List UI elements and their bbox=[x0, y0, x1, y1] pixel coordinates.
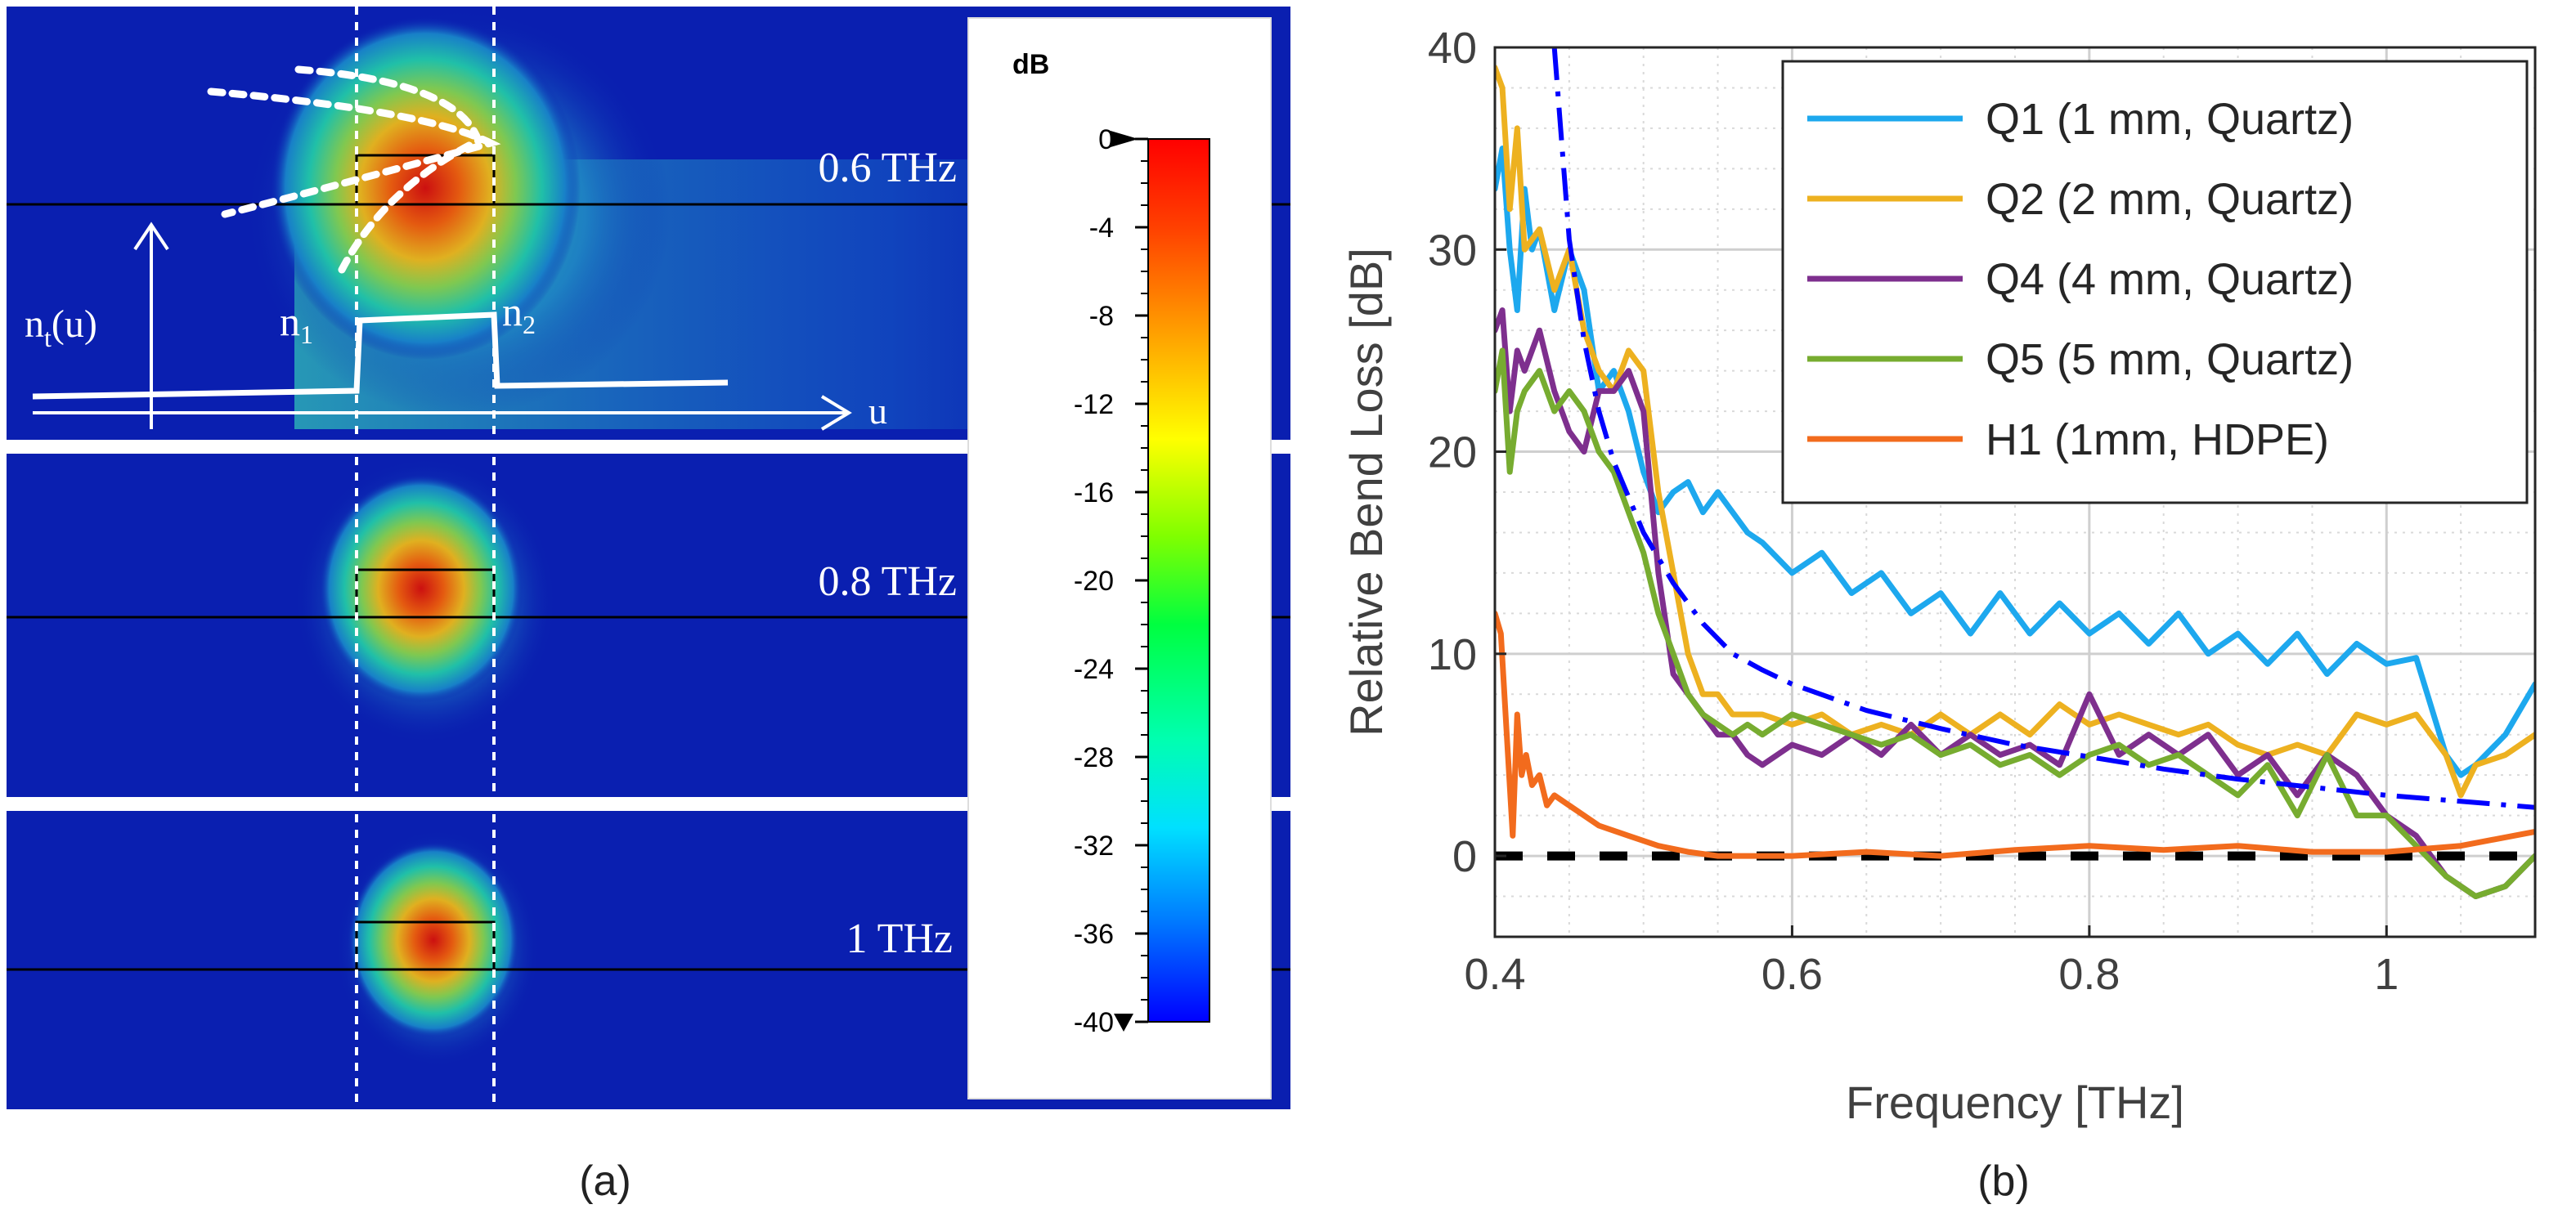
core-boundary-guides bbox=[355, 7, 496, 1109]
colorbar-tick-label: -20 bbox=[1074, 566, 1114, 597]
colorbar-ticks: 0 -4 -8 -12 -16 -20 -24 -28 -32 -36 -40 bbox=[1074, 124, 1148, 1038]
colorbar-unit: dB bbox=[1012, 49, 1049, 80]
legend-label: H1 (1mm, HDPE) bbox=[1986, 415, 2329, 464]
x-tick-label: 0.6 bbox=[1761, 950, 1823, 999]
legend-label: Q2 (2 mm, Quartz) bbox=[1986, 175, 2354, 224]
legend-label: Q1 (1 mm, Quartz) bbox=[1986, 95, 2354, 144]
series-line-h1-1mm-hdpe bbox=[1495, 610, 2535, 859]
n1-label: n1 bbox=[280, 298, 313, 349]
colorbar-tick-label: -40 bbox=[1074, 1007, 1114, 1038]
legend-items: Q1 (1 mm, Quartz) Q2 (2 mm, Quartz) Q4 (4 … bbox=[1807, 95, 2354, 464]
mode-label-0.8thz: 0.8 THz bbox=[819, 558, 957, 605]
mode-label-0.6thz: 0.6 THz bbox=[819, 145, 957, 191]
x-tick-label: 0.4 bbox=[1464, 950, 1525, 999]
legend: Q1 (1 mm, Quartz) Q2 (2 mm, Quartz) Q4 (4 … bbox=[1781, 60, 2529, 504]
colorbar-gradient bbox=[1147, 138, 1210, 1023]
colorbar-tick-label: -36 bbox=[1074, 919, 1114, 950]
colorbar-bottom-marker bbox=[1114, 1014, 1133, 1032]
y-tick-label: 10 bbox=[1428, 630, 1477, 679]
index-profile bbox=[32, 311, 729, 400]
y-tick-label: 40 bbox=[1428, 24, 1477, 73]
plot-frame bbox=[1493, 46, 2537, 938]
colorbar-top-marker bbox=[1111, 131, 1138, 147]
colorbar-tick-label: -8 bbox=[1089, 301, 1114, 332]
colorbar-tick-label: -12 bbox=[1074, 389, 1114, 420]
colorbar-tick-label: 0 bbox=[1098, 124, 1114, 155]
colorbar-tick-label: -32 bbox=[1074, 831, 1114, 862]
profile-y-label: nt(u) bbox=[25, 302, 97, 352]
x-tick-label: 0.8 bbox=[2058, 950, 2120, 999]
colorbar: dB 0 -4 -8 -12 -16 -20 -24 -28 -32 -36 -40 bbox=[967, 17, 1272, 1099]
profile-axes bbox=[33, 222, 852, 431]
series-line-fit bbox=[1551, 47, 2535, 810]
y-axis-label: Relative Bend Loss [dB] bbox=[1340, 248, 1392, 737]
panel-b-caption: (b) bbox=[1977, 1158, 2030, 1205]
legend-label: Q4 (4 mm, Quartz) bbox=[1986, 255, 2354, 304]
panel-a: nt(u) n1 n2 u 0.6 THz 0.8 THz 1 THz dB 0… bbox=[0, 7, 1300, 1205]
series-line-q5-5-mm-quartz bbox=[1495, 347, 2535, 899]
profile-x-label: u bbox=[868, 390, 887, 432]
n2-label: n2 bbox=[502, 289, 536, 339]
y-tick-label: 0 bbox=[1452, 832, 1477, 881]
y-tick-label: 20 bbox=[1428, 428, 1477, 477]
mode-label-1thz: 1 THz bbox=[846, 916, 953, 962]
panel-a-caption: (a) bbox=[579, 1158, 631, 1205]
x-tick-label: 1 bbox=[2374, 950, 2399, 999]
colorbar-tick-label: -4 bbox=[1089, 213, 1114, 244]
colorbar-tick-label: -24 bbox=[1074, 654, 1114, 685]
colorbar-tick-label: -28 bbox=[1074, 742, 1114, 773]
x-axis-label: Frequency [THz] bbox=[1846, 1077, 2184, 1128]
plot-series bbox=[1495, 47, 2535, 899]
field-contour-curves bbox=[207, 65, 501, 274]
colorbar-tick-label: -16 bbox=[1074, 477, 1114, 508]
legend-label: Q5 (5 mm, Quartz) bbox=[1986, 335, 2354, 384]
y-tick-label: 30 bbox=[1428, 226, 1477, 275]
